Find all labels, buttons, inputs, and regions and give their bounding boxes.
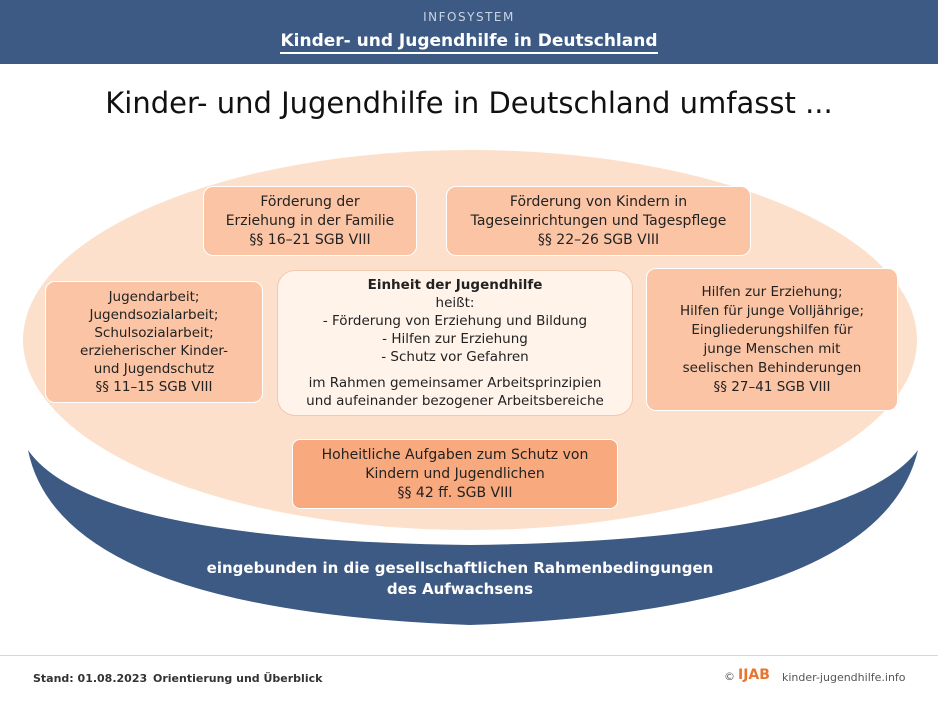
box-hoheitlich: Hoheitliche Aufgaben zum Schutz von Kind… bbox=[292, 439, 618, 509]
box-familie-line-3: §§ 16–21 SGB VIII bbox=[249, 231, 371, 248]
box-jugendarbeit: Jugendarbeit; Jugendsozialarbeit; Schuls… bbox=[45, 281, 263, 403]
box-tages-line-1: Förderung von Kindern in bbox=[509, 193, 688, 210]
header-title: Kinder- und Jugendhilfe in Deutschland bbox=[0, 31, 938, 54]
footer-section: Orientierung und Überblick bbox=[153, 672, 323, 685]
box-tages-line-2: Tageseinrichtungen und Tagespflege bbox=[470, 212, 727, 229]
box-hilfen-line-2: Hilfen für junge Volljährige; bbox=[680, 302, 864, 319]
box-hilfen: Hilfen zur Erziehung; Hilfen für junge V… bbox=[646, 268, 898, 411]
footer-stand: Stand: 01.08.2023 bbox=[33, 672, 148, 685]
box-einheit-title: Einheit der Jugendhilfe bbox=[367, 277, 543, 293]
page-title: Kinder- und Jugendhilfe in Deutschland u… bbox=[105, 86, 833, 120]
frame-band-line-2: des Aufwachsens bbox=[386, 580, 534, 598]
footer-url-link[interactable]: kinder-jugendhilfe.info bbox=[782, 671, 906, 684]
box-einheit: Einheit der Jugendhilfe heißt: - Förderu… bbox=[277, 270, 633, 416]
box-jugendarbeit-line-4: erzieherischer Kinder- bbox=[80, 343, 228, 359]
box-jugendarbeit-line-2: Jugendsozialarbeit; bbox=[89, 307, 219, 323]
box-einheit-item-3: - Schutz vor Gefahren bbox=[381, 349, 529, 365]
box-jugendarbeit-line-6: §§ 11–15 SGB VIII bbox=[95, 379, 213, 395]
footer-copyright: © bbox=[724, 670, 735, 683]
box-familie-line-2: Erziehung in der Familie bbox=[225, 212, 395, 229]
box-einheit-item-2: - Hilfen zur Erziehung bbox=[382, 331, 528, 347]
box-jugendarbeit-line-3: Schulsozialarbeit; bbox=[94, 325, 214, 341]
box-hoheitlich-line-3: §§ 42 ff. SGB VIII bbox=[397, 484, 513, 501]
box-tages-line-3: §§ 22–26 SGB VIII bbox=[537, 231, 660, 248]
frame-band-line-1: eingebunden in die gesellschaftlichen Ra… bbox=[206, 559, 714, 577]
box-jugendarbeit-line-1: Jugendarbeit; bbox=[108, 289, 200, 305]
box-familie-line-1: Förderung der bbox=[260, 193, 360, 210]
box-hilfen-line-5: seelischen Behinderungen bbox=[682, 359, 862, 376]
footer-divider bbox=[0, 655, 938, 656]
box-einheit-subtitle: heißt: bbox=[435, 295, 475, 311]
box-einheit-item-1: - Förderung von Erziehung und Bildung bbox=[322, 313, 588, 329]
box-hilfen-line-4: junge Menschen mit bbox=[703, 340, 841, 357]
box-hoheitlich-line-2: Kindern und Jugendlichen bbox=[365, 465, 545, 482]
ijab-logo: IJAB bbox=[738, 667, 770, 683]
box-einheit-footer-1: im Rahmen gemeinsamer Arbeitsprinzipien bbox=[308, 375, 602, 391]
box-tageseinrichtungen: Förderung von Kindern in Tageseinrichtun… bbox=[446, 186, 751, 256]
frame-band-text: eingebunden in die gesellschaftlichen Ra… bbox=[170, 558, 750, 600]
box-hoheitlich-line-1: Hoheitliche Aufgaben zum Schutz von bbox=[321, 446, 589, 463]
box-einheit-footer-2: und aufeinander bezogener Arbeitsbereich… bbox=[306, 393, 604, 409]
box-jugendarbeit-line-5: und Jugendschutz bbox=[93, 361, 215, 377]
header-title-text: Kinder- und Jugendhilfe in Deutschland bbox=[280, 31, 658, 54]
box-hilfen-line-6: §§ 27–41 SGB VIII bbox=[713, 378, 831, 395]
header-bar: INFOSYSTEM Kinder- und Jugendhilfe in De… bbox=[0, 0, 938, 64]
box-hilfen-line-1: Hilfen zur Erziehung; bbox=[701, 283, 843, 300]
box-hilfen-line-3: Eingliederungshilfen für bbox=[691, 321, 853, 338]
frame-band bbox=[28, 450, 918, 625]
header-kicker: INFOSYSTEM bbox=[423, 10, 515, 24]
box-familie: Förderung der Erziehung in der Familie §… bbox=[203, 186, 417, 256]
